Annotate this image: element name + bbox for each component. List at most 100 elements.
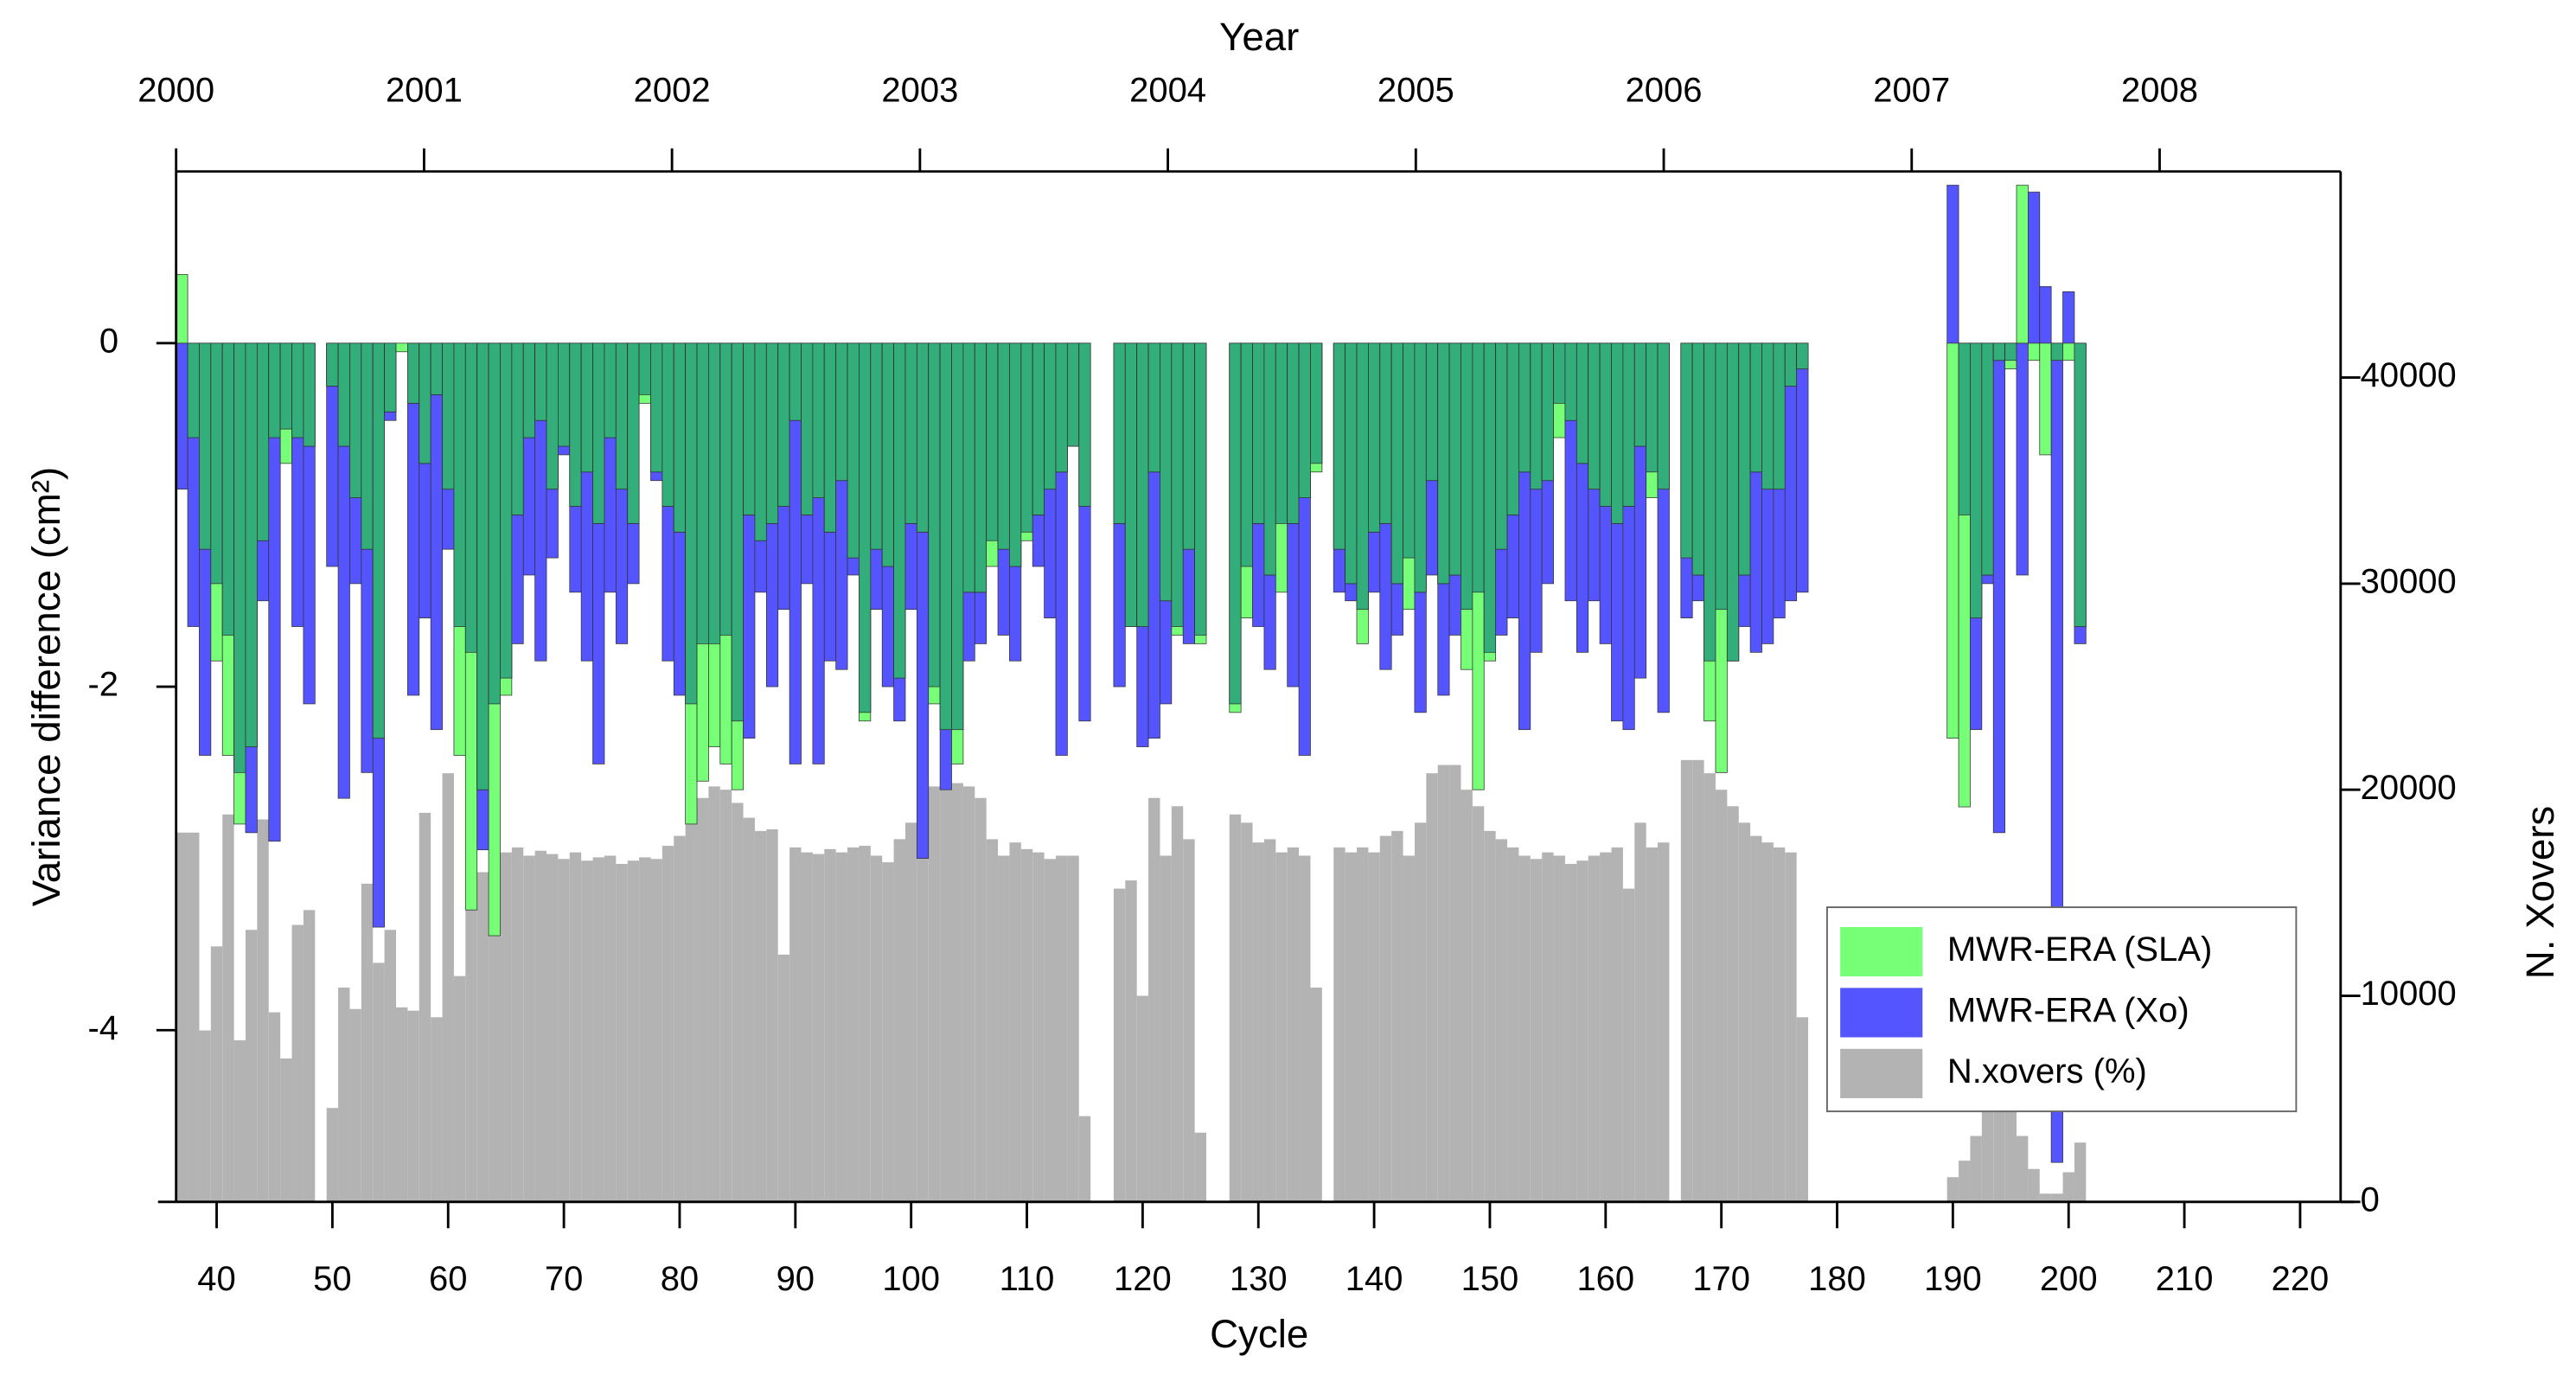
xovers-bar xyxy=(210,946,223,1202)
overlap-bar xyxy=(1020,342,1033,533)
overlap-bar xyxy=(279,342,292,430)
x2-tick-label: 2002 xyxy=(634,71,711,109)
overlap-bar xyxy=(1703,342,1716,662)
overlap-bar xyxy=(719,342,732,636)
legend-swatch xyxy=(1840,926,1923,977)
xovers-bar xyxy=(534,850,547,1202)
overlap-bar xyxy=(592,342,605,524)
xovers-bar xyxy=(592,857,604,1202)
xovers-bar xyxy=(1658,842,1670,1202)
overlap-bar xyxy=(1147,342,1160,473)
x-tick-label: 190 xyxy=(1924,1260,1982,1298)
x-tick-label: 200 xyxy=(2040,1260,2098,1298)
xovers-bar xyxy=(650,859,662,1202)
xo-bar xyxy=(1992,342,2005,834)
overlap-bar xyxy=(823,342,837,533)
xovers-bar xyxy=(489,855,501,1202)
xovers-bar xyxy=(1946,1177,1959,1202)
xovers-bar xyxy=(998,855,1010,1202)
xovers-bar xyxy=(1576,860,1588,1202)
xovers-bar xyxy=(1518,855,1531,1202)
overlap-bar xyxy=(627,342,640,524)
xovers-bar xyxy=(1263,839,1276,1202)
overlap-bar xyxy=(777,342,790,507)
xovers-bar xyxy=(1403,855,1415,1202)
xovers-bar xyxy=(1125,880,1137,1202)
overlap-bar xyxy=(1553,342,1566,404)
xovers-bar xyxy=(511,847,524,1202)
overlap-bar xyxy=(1981,342,1994,576)
overlap-bar xyxy=(904,342,917,524)
xovers-bar xyxy=(349,1008,361,1202)
x2-tick-label: 2008 xyxy=(2121,71,2198,109)
x2-axis-label: Year xyxy=(1219,15,1299,59)
overlap-bar xyxy=(650,342,663,473)
overlap-bar xyxy=(256,342,270,541)
overlap-bar xyxy=(349,342,362,498)
xovers-bar xyxy=(1773,847,1786,1202)
xovers-bar xyxy=(1252,842,1264,1202)
xovers-bar xyxy=(662,846,674,1202)
xovers-bar xyxy=(1391,830,1403,1202)
overlap-bar xyxy=(962,342,975,593)
overlap-bar xyxy=(1240,342,1253,567)
xovers-bar xyxy=(732,803,744,1202)
overlap-bar xyxy=(1055,342,1068,473)
x-tick-label: 60 xyxy=(429,1260,467,1298)
sla-bar xyxy=(2062,342,2075,361)
xovers-bar xyxy=(523,855,535,1202)
overlap-bar xyxy=(1171,342,1184,627)
x-tick-label: 110 xyxy=(1000,1260,1055,1298)
overlap-bar xyxy=(2050,342,2063,361)
overlap-bar xyxy=(1448,342,1461,576)
xovers-bar xyxy=(384,930,397,1202)
xovers-bar xyxy=(1553,855,1565,1202)
xovers-bar xyxy=(1715,790,1728,1202)
xovers-bar xyxy=(419,812,431,1202)
xovers-bar xyxy=(1622,888,1635,1202)
xovers-bar xyxy=(1530,859,1543,1202)
overlap-bar xyxy=(685,342,698,705)
overlap-bar xyxy=(1773,342,1786,490)
overlap-bar xyxy=(1541,342,1554,482)
overlap-bar xyxy=(407,342,420,404)
overlap-bar xyxy=(1390,342,1403,585)
xovers-bar xyxy=(975,797,987,1202)
overlap-bar xyxy=(1263,342,1276,576)
overlap-bar xyxy=(221,342,234,636)
xovers-bar xyxy=(627,860,640,1202)
xo-bar xyxy=(1946,184,1959,344)
xovers-bar xyxy=(616,864,628,1202)
xovers-bar xyxy=(674,835,686,1202)
xovers-bar xyxy=(431,1017,443,1202)
xovers-bar xyxy=(442,773,454,1202)
overlap-bar xyxy=(1032,342,1045,515)
overlap-bar xyxy=(546,342,559,490)
overlap-bar xyxy=(419,342,431,464)
xovers-bar xyxy=(268,1012,281,1202)
xovers-bar xyxy=(1761,842,1774,1202)
xovers-bar xyxy=(199,1030,211,1202)
xovers-bar xyxy=(951,783,963,1202)
overlap-bar xyxy=(1194,342,1207,636)
plot-area xyxy=(176,184,2087,1202)
xovers-bar xyxy=(917,835,929,1202)
overlap-bar xyxy=(488,342,501,705)
xovers-bar xyxy=(1229,814,1242,1202)
xovers-bar xyxy=(1171,806,1184,1202)
legend-label: MWR-ERA (Xo) xyxy=(1947,992,2189,1030)
x-tick-label: 210 xyxy=(2156,1260,2214,1298)
overlap-bar xyxy=(893,342,906,679)
xovers-bar xyxy=(1692,759,1704,1202)
xovers-bar xyxy=(453,975,466,1202)
overlap-bar xyxy=(986,342,999,541)
overlap-bar xyxy=(1611,342,1624,524)
overlap-bar xyxy=(2074,342,2087,627)
xovers-bar xyxy=(1044,859,1056,1202)
overlap-bar xyxy=(1136,342,1149,627)
overlap-bar xyxy=(1483,342,1497,653)
overlap-bar xyxy=(801,342,814,515)
overlap-bar xyxy=(1425,342,1439,482)
xovers-bar xyxy=(500,852,512,1202)
overlap-bar xyxy=(662,342,674,507)
